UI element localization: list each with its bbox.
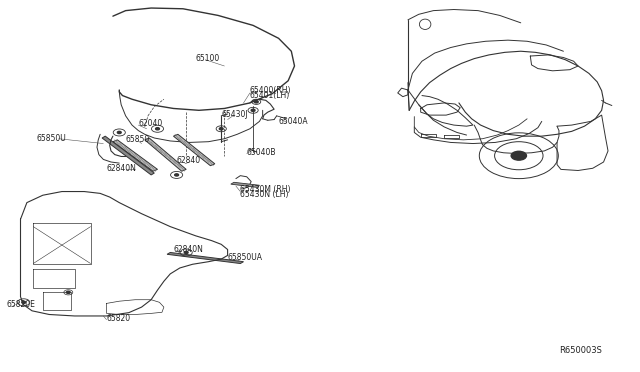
Text: 62840: 62840	[177, 156, 201, 166]
Circle shape	[22, 301, 26, 304]
Circle shape	[511, 151, 527, 160]
Text: 65430J: 65430J	[221, 109, 248, 119]
Polygon shape	[102, 136, 154, 175]
Text: 65850U: 65850U	[36, 134, 66, 142]
Text: 62840N: 62840N	[106, 164, 136, 173]
Circle shape	[117, 131, 121, 134]
Text: 65040B: 65040B	[246, 148, 276, 157]
Polygon shape	[173, 134, 215, 166]
Circle shape	[254, 101, 258, 103]
Text: 62840N: 62840N	[173, 245, 204, 254]
Circle shape	[251, 109, 255, 112]
Text: 65100: 65100	[196, 54, 220, 63]
Text: 65820E: 65820E	[6, 300, 35, 310]
Polygon shape	[145, 138, 186, 171]
Text: 65040A: 65040A	[278, 117, 308, 126]
Polygon shape	[231, 182, 259, 187]
Circle shape	[67, 291, 70, 294]
Circle shape	[175, 174, 179, 176]
Text: R650003S: R650003S	[559, 346, 602, 355]
Text: 62040: 62040	[138, 119, 163, 128]
Circle shape	[220, 128, 223, 130]
Circle shape	[156, 128, 159, 130]
Text: 65850: 65850	[125, 135, 150, 144]
Text: 65430N (LH): 65430N (LH)	[241, 190, 289, 199]
Polygon shape	[113, 140, 157, 171]
Polygon shape	[167, 253, 244, 263]
Text: 65430M (RH): 65430M (RH)	[241, 185, 291, 194]
Text: 65401(LH): 65401(LH)	[250, 91, 290, 100]
Text: 65820: 65820	[106, 314, 131, 323]
Text: 65400(RH): 65400(RH)	[250, 86, 291, 95]
Text: 65850UA: 65850UA	[228, 253, 262, 263]
Circle shape	[184, 251, 188, 254]
